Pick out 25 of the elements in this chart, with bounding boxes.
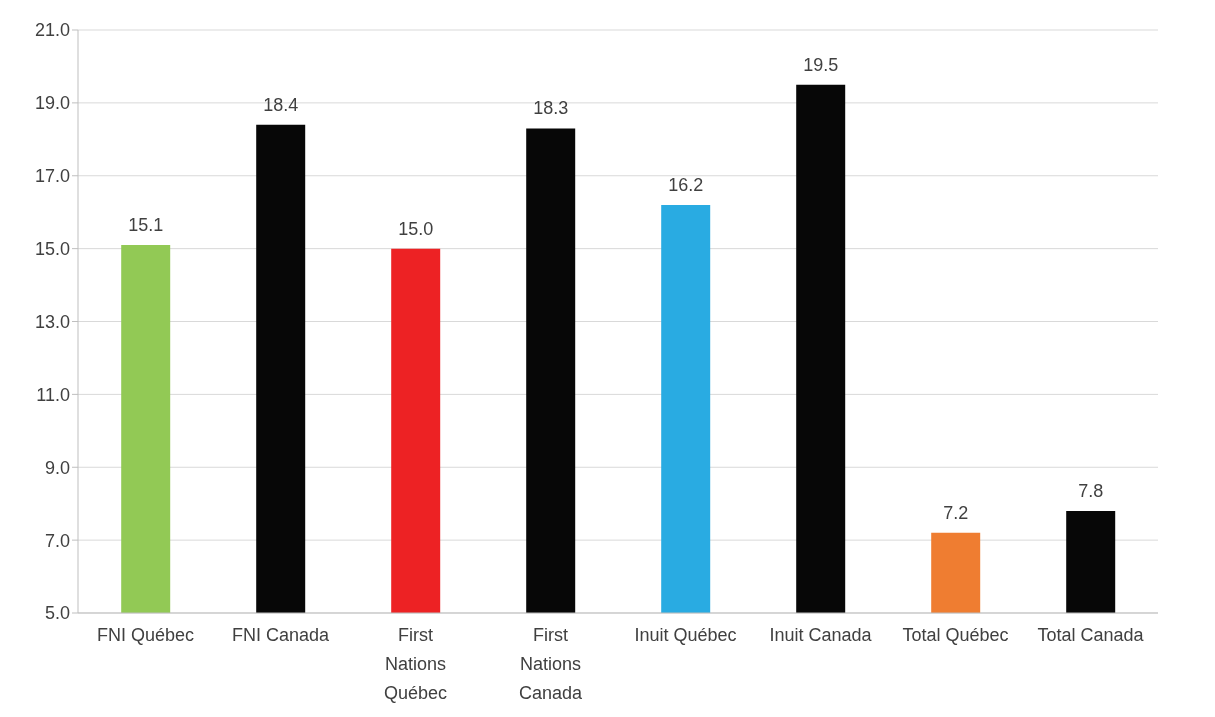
y-tick-label: 7.0 [44, 530, 70, 551]
x-tick-label: Inuit Québec [634, 625, 737, 645]
data-label: 15.0 [398, 218, 434, 239]
y-tick-label: 17.0 [34, 166, 70, 187]
x-tick-label: Total Québec [902, 625, 1009, 645]
y-tick-label: 13.0 [34, 311, 70, 332]
x-tick-label: First Nations Québec [383, 625, 448, 703]
x-tick-label: First Nations Canada [518, 625, 584, 703]
data-label: 19.5 [803, 54, 839, 75]
data-label: 18.3 [533, 98, 569, 119]
data-label: 18.4 [263, 94, 299, 115]
y-tick-label: 21.0 [34, 20, 70, 41]
x-tick-label: FNI Québec [96, 625, 195, 645]
data-label: 7.8 [1078, 480, 1104, 501]
x-tick-label: Total Canada [1037, 625, 1145, 645]
y-tick-label: 15.0 [34, 239, 70, 260]
y-tick-label: 5.0 [44, 603, 70, 624]
data-label: 15.1 [128, 214, 164, 235]
y-tick-label: 9.0 [44, 457, 70, 478]
y-tick-label: 19.0 [34, 93, 70, 114]
x-tick-label: Inuit Canada [769, 625, 873, 645]
x-tick-label: FNI Canada [231, 625, 331, 645]
data-label: 16.2 [668, 174, 704, 195]
data-label: 7.2 [943, 502, 969, 523]
y-tick-label: 11.0 [36, 384, 70, 405]
